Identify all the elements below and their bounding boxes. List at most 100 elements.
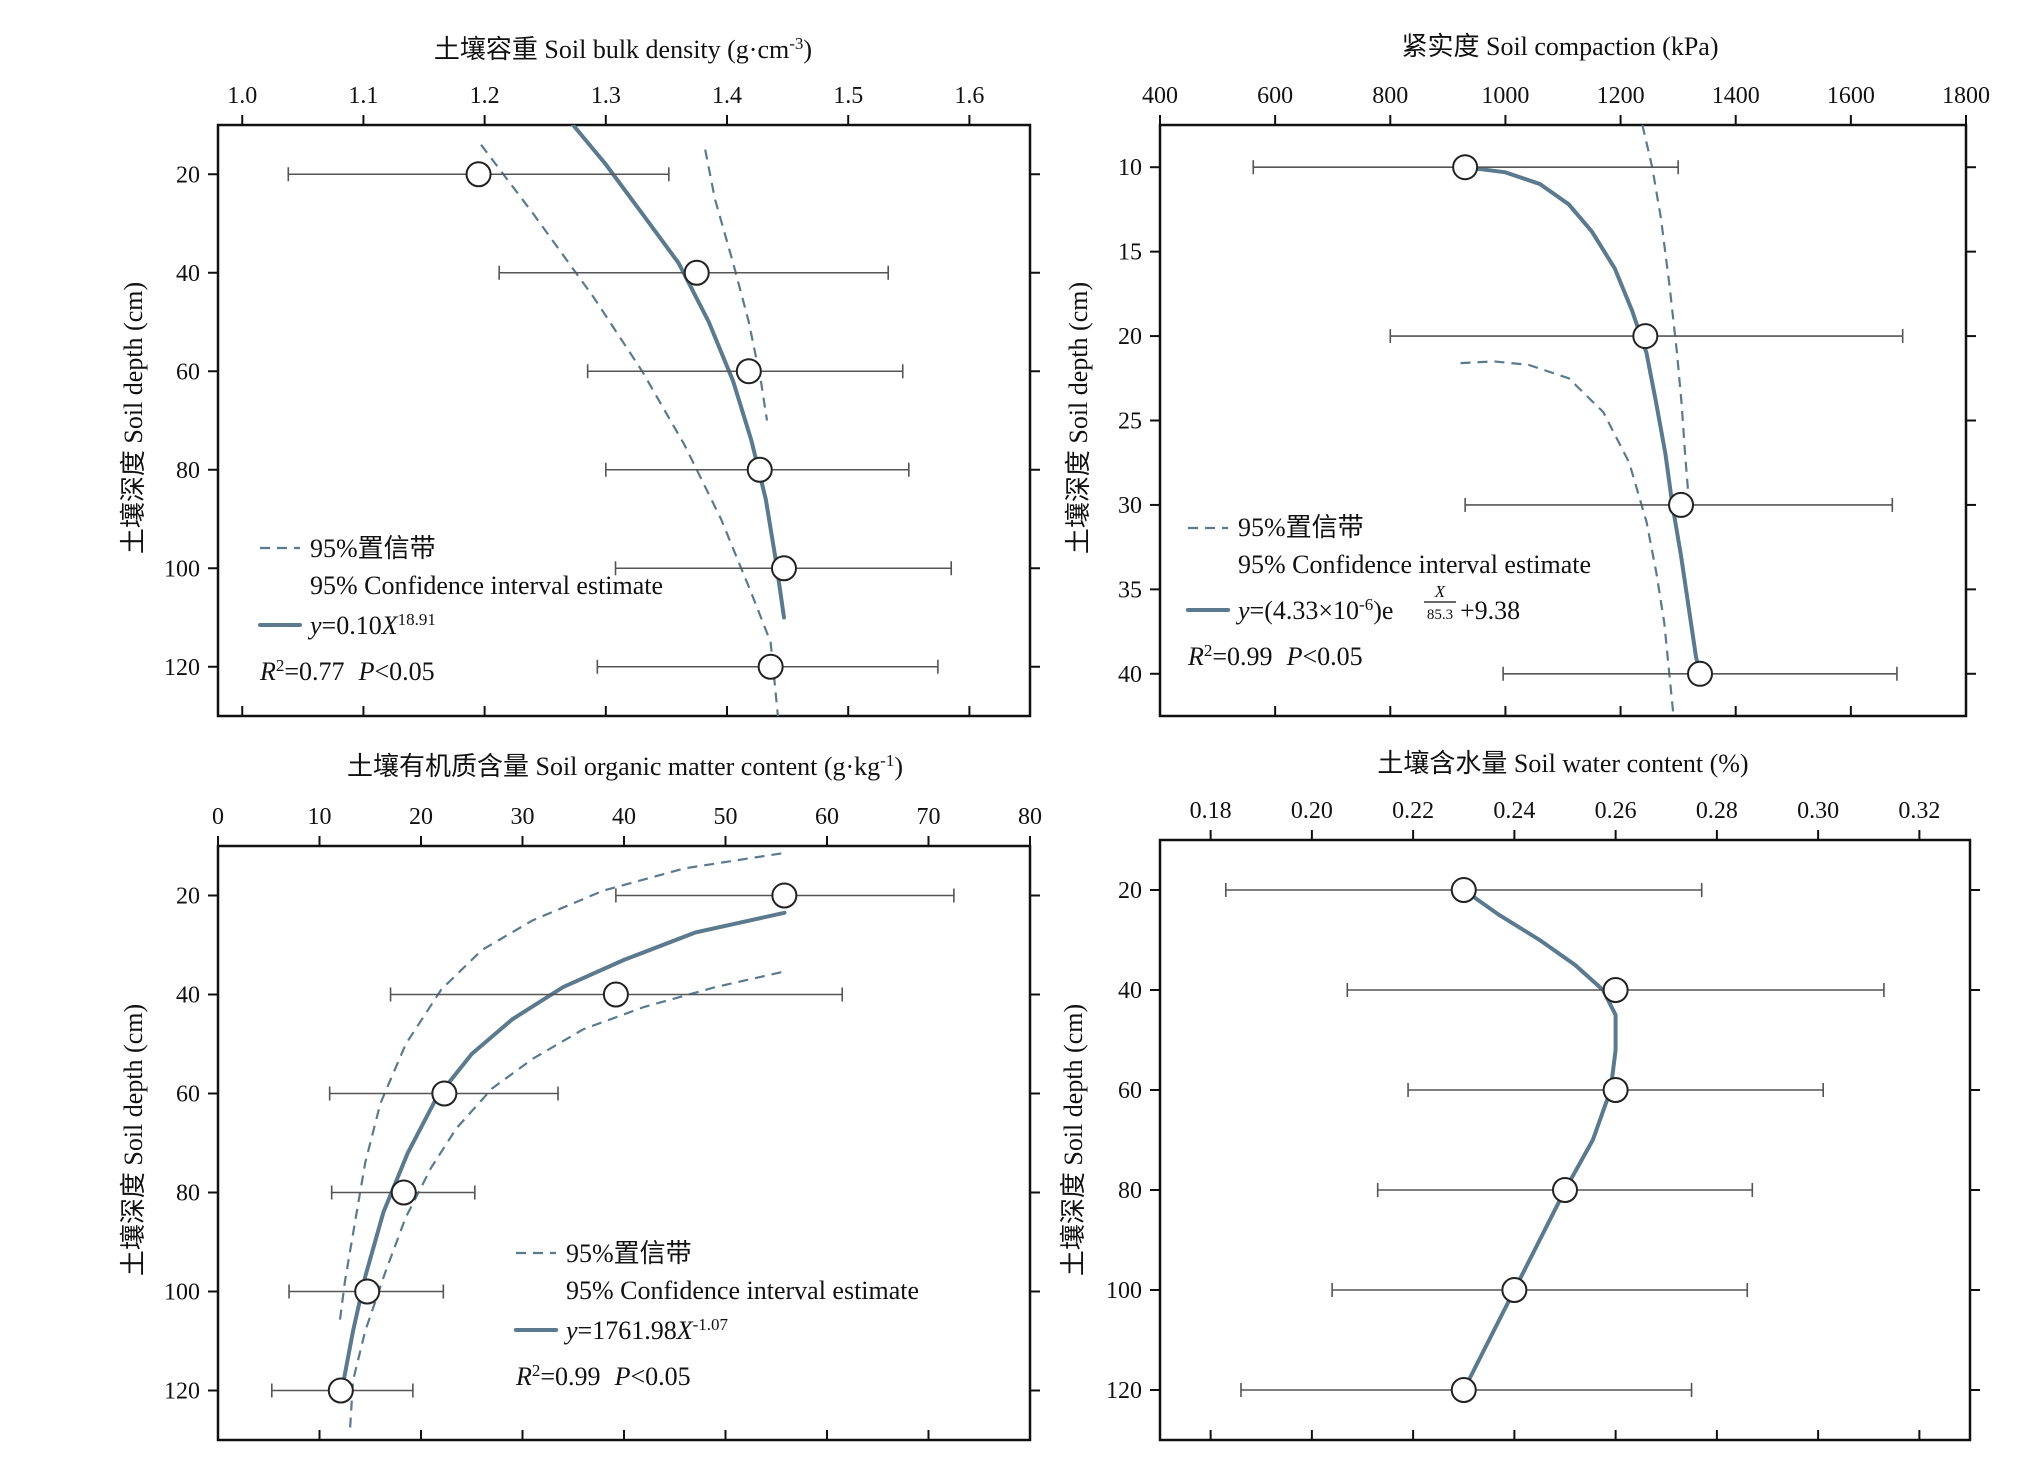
data-point [757,653,784,680]
data-point [1602,1077,1629,1103]
curves [1460,125,1702,716]
data-point [1687,660,1714,687]
plot-area: 0 10 20 30 40 50 60 70 80 20 40 60 80 100 120 [164,804,1042,1442]
y-tick-label: 80 [176,1181,200,1207]
y-tick-label: 60 [176,359,200,385]
x-tick-label: 1.4 [712,83,742,109]
data-point [1602,977,1629,1003]
x-tick-label: 0 [212,804,224,830]
legend-stats: R2=0.99 P<0.05 [515,1361,691,1392]
y-tick-label: 100 [164,556,200,582]
panel-bulk-density: 土壤容重 Soil bulk density (g·cm-3) 土壤深度 Soi… [119,34,1040,718]
y-tick-label: 120 [164,655,200,681]
data-point [1552,1177,1578,1203]
legend-ci-label-cn: 95%置信带 [1238,513,1364,542]
y-tick-label: 20 [176,884,200,910]
plot-area: 1.0 1.1 1.2 1.3 1.4 1.5 1.6 20 40 60 80 100 120 [164,83,1040,718]
legend: 95%置信带 95% Confidence interval estimate … [258,534,663,687]
x-tick-label: 1600 [1827,83,1875,109]
y-tick-label: 35 [1118,577,1142,603]
ci-lower-line [480,144,779,716]
data-point [602,981,629,1008]
data-point [1501,1277,1528,1303]
x-tick-label: 0.26 [1595,798,1637,824]
curves [1461,888,1618,1392]
y-tick-label: 40 [176,983,200,1009]
x-tick-label: 0.32 [1898,798,1940,824]
y-tick-label: 40 [176,261,200,287]
data-point [327,1377,354,1404]
legend-ci-label-en: 95% Confidence interval estimate [1238,550,1591,579]
y-tick-label: 100 [164,1280,200,1306]
y-tick-label: 80 [1118,1178,1142,1204]
x-tick-label: 0.30 [1797,798,1839,824]
curves [480,125,786,716]
ci-upper-line [1641,125,1690,497]
y-tick-label: 20 [1118,324,1142,350]
y-tick-label: 60 [176,1082,200,1108]
y-tick-label: 20 [176,162,200,188]
fit-curve [571,125,786,620]
data-point [354,1278,381,1305]
ci-lower-line [348,971,782,1431]
legend-equation: y=(4.33×10-6)e [1235,595,1393,626]
y-tick-label: 25 [1118,409,1142,435]
y-tick-label: 60 [1118,1078,1142,1104]
y-tick-label: 20 [1118,878,1142,904]
plot-frame [1158,838,1972,1442]
plot-area: 400 600 800 1000 1200 1400 1600 1800 10 15 20 25 30 3… [1118,83,1990,718]
x-tick-label: 400 [1142,83,1178,109]
legend: 95%置信带 95% Confidence interval estimate … [1186,513,1591,672]
x-axis-title: 土壤含水量 Soil water content (%) [1377,749,1748,778]
fit-curve [1463,165,1702,676]
y-tick-label: 120 [164,1379,200,1405]
ci-upper-line [338,852,782,1322]
y-tick-label: 100 [1106,1278,1142,1304]
x-tick-label: 40 [612,804,636,830]
x-tick-label: 0.24 [1493,798,1535,824]
legend-equation: y=0.10X18.91 [307,610,436,641]
legend: 95%置信带 95% Confidence interval estimate … [514,1239,919,1392]
data-point [1450,877,1477,903]
plot-frame [216,844,1032,1442]
x-axis-title: 土壤容重 Soil bulk density (g·cm-3) [434,34,812,65]
panel-water-content: 土壤含水量 Soil water content (%) 土壤深度 Soil d… [1059,749,1980,1442]
ci-lower-line [1460,360,1675,716]
y-tick-label: 15 [1118,240,1142,266]
panel-compaction: 紧实度 Soil compaction (kPa) 土壤深度 Soil dept… [1064,32,1990,718]
curves [338,852,787,1431]
x-tick-label: 1.5 [833,83,863,109]
data-point [1450,1377,1477,1403]
legend-exponent-numerator: X [1434,582,1446,601]
data-point [770,555,797,582]
x-tick-label: 1.3 [591,83,621,109]
x-tick-label: 1.1 [348,83,378,109]
plot-area: 0.18 0.20 0.22 0.24 0.26 0.28 0.30 0.32 20 40 60 80… [1106,798,1980,1442]
data-point [390,1179,417,1206]
y-axis-title: 土壤深度 Soil depth (cm) [1059,1004,1088,1276]
x-tick-label: 30 [511,804,535,830]
data-point [771,882,798,909]
data-point [431,1080,458,1107]
plot-frame [216,123,1032,718]
data-point [735,358,762,385]
x-tick-label: 1400 [1712,83,1760,109]
panel-organic-matter: 土壤有机质含量 Soil organic matter content (g·k… [119,751,1042,1442]
legend-ci-label-en: 95% Confidence interval estimate [310,571,663,600]
y-tick-label: 80 [176,458,200,484]
x-tick-label: 1000 [1481,83,1529,109]
x-tick-label: 1800 [1942,83,1990,109]
legend-stats: R2=0.99 P<0.05 [1187,641,1363,672]
legend-stats: R2=0.77 P<0.05 [259,656,435,687]
x-tick-label: 50 [714,804,738,830]
y-axis-title: 土壤深度 Soil depth (cm) [119,1004,148,1276]
legend-ci-label-cn: 95%置信带 [566,1239,692,1268]
x-tick-label: 1.2 [470,83,500,109]
data-point [1668,491,1695,518]
legend-ci-label-cn: 95%置信带 [310,534,436,563]
data-point [746,456,773,483]
y-tick-label: 30 [1118,493,1142,519]
x-tick-label: 0.28 [1696,798,1738,824]
fit-curve [1461,888,1618,1392]
x-tick-label: 0.20 [1291,798,1333,824]
